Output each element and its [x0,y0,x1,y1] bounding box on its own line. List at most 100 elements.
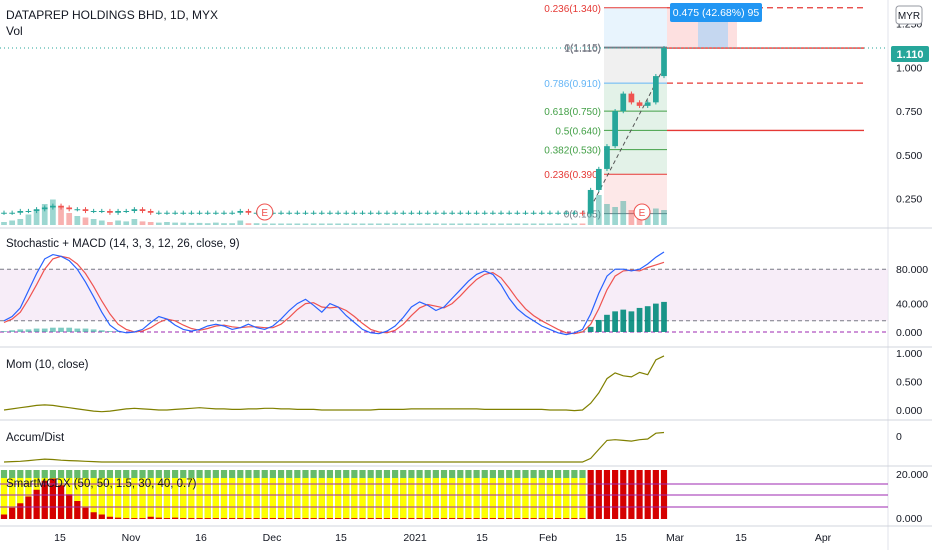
smart-mcdx-bar [432,518,439,519]
smart-mcdx-bar [514,518,521,519]
macd-histogram-bar [98,330,105,332]
volume-bar [604,204,610,225]
measure-box[interactable] [670,3,762,22]
stoch-d-line [3,255,665,335]
volume-bar [343,223,350,225]
volume-bar [196,222,203,225]
smart-mcdx-bar [204,518,211,519]
smart-mcdx-bar [571,478,578,519]
smart-mcdx-bar [139,518,146,519]
smart-mcdx-bar [82,478,89,519]
smart-mcdx-bar [457,478,464,519]
smart-mcdx-bar [481,478,488,519]
candle-body [294,212,301,214]
candle-body [131,209,138,211]
volume-bar [221,223,227,225]
stoch-macd-layer: 80.000 40.000 0.000 [0,251,928,339]
volume-bar [441,223,447,225]
volume-bar [416,223,423,225]
fib-level-label: 0.236(0.390) [544,170,601,181]
smart-mcdx-bar [554,478,562,519]
smart-mcdx-bar [359,518,366,519]
smart-mcdx-bar [326,518,334,519]
macd-histogram-bar [90,329,97,332]
smart-mcdx-bar [253,518,260,519]
candle-body [563,212,570,214]
volume-bar [612,207,618,225]
macd-histogram-bar [595,319,602,332]
time-tick-label: 15 [476,532,488,544]
smart-mcdx-bar [204,478,211,519]
smart-mcdx-bar [237,478,244,519]
macd-histogram-bar [1,331,7,332]
fib-level-label: 0.786(0.910) [544,79,601,90]
macd-histogram-bar [636,307,643,332]
candle-body [441,212,447,214]
macd-histogram-bar [107,331,113,332]
momentum-tick-label: 0.500 [896,377,922,389]
candle-body [384,212,390,214]
smart-mcdx-bar [326,478,334,519]
candle-body [530,212,537,214]
smart-mcdx-bar [220,518,228,519]
macd-histogram-bar [41,328,48,332]
smart-mcdx-bar [318,478,325,519]
candle-body [172,212,178,214]
macd-histogram-bar [587,326,594,332]
volume-bar [318,223,325,225]
smart-mcdx-bar [351,518,358,519]
smart-mcdx-bar [212,518,219,519]
volume-bar [400,223,407,225]
candle-body [302,212,309,214]
candle-body [571,212,578,214]
candle-body [424,212,431,214]
smart-mcdx-bar [473,478,480,519]
candle-body [25,210,32,212]
accum-dist-line [3,431,665,463]
volume-bar [270,223,276,225]
candle-body [74,209,81,211]
currency-button[interactable] [895,5,923,25]
candle-body [653,76,659,103]
candle-body [41,207,48,210]
candle-body [636,102,643,106]
smart-mcdx-bar [408,478,415,519]
smart-mcdx-bar [220,478,228,519]
price-tick-label: 1.000 [896,62,922,74]
volume-bar [302,223,309,225]
candle-body [335,212,341,214]
smart-mcdx-bar [457,518,464,519]
smart-mcdx-bar [286,518,293,519]
volume-bar [506,223,513,225]
smart-mcdx-bar [253,478,260,519]
smart-mcdx-bar [506,478,513,519]
candle-body [644,102,651,106]
smart-mcdx-bar [212,478,219,519]
volume-bar [261,223,268,225]
candle-body [107,210,113,213]
candle-body [416,212,423,214]
candle-body [514,212,521,214]
smart-mcdx-bar [351,478,358,519]
smart-mcdx-bar [416,478,423,519]
smart-mcdx-bar [522,478,529,519]
macd-histogram-bar [82,328,89,332]
smart-mcdx-bar [424,478,431,519]
candle-body [449,212,455,214]
time-tick-label: 15 [615,532,627,544]
smart-mcdx-bar [400,478,407,519]
volume-bar [50,199,56,225]
smart-mcdx-bar [196,478,203,519]
smart-mcdx-bar [302,518,309,519]
smart-mcdx-bar [449,518,456,519]
volume-bar [359,223,366,225]
smart-mcdx-bar [449,478,456,519]
candle-body [538,212,545,214]
candle-body [555,212,561,214]
macd-histogram-bar [33,328,40,332]
volume-bar [82,217,89,225]
smart-mcdx-bar [237,518,244,519]
fib-level-label: 0.618(0.750) [544,107,601,118]
